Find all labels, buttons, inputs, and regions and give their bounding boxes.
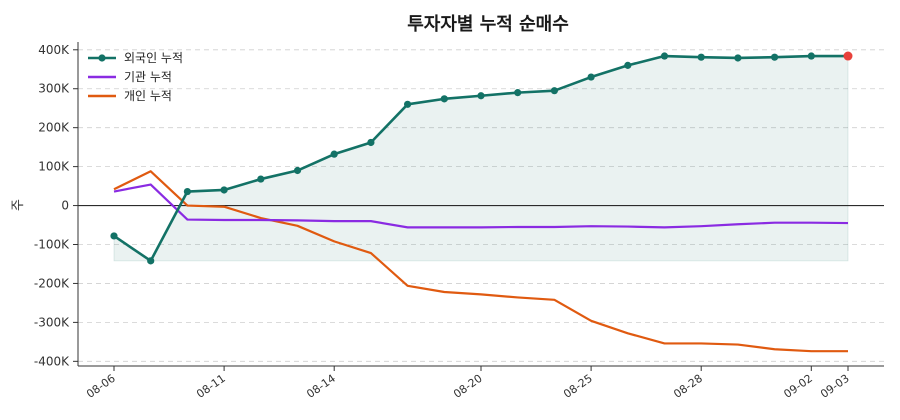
legend-label-1: 기관 누적 — [124, 70, 172, 84]
data-point — [624, 61, 632, 69]
data-point — [660, 52, 669, 60]
data-point — [110, 232, 118, 240]
data-point — [404, 100, 412, 108]
foreign-area-fill — [113, 55, 849, 262]
y-tick-label: 100K — [38, 160, 70, 174]
data-point — [514, 89, 522, 97]
data-point — [587, 73, 595, 81]
data-point — [440, 95, 448, 103]
chart-title: 투자자별 누적 순매수 — [407, 14, 569, 35]
series-line-2 — [113, 170, 848, 353]
y-tick-label: -300K — [34, 315, 70, 329]
y-tick-label: -400K — [34, 354, 70, 368]
y-tick-label: 200K — [38, 121, 70, 135]
data-point — [807, 52, 815, 60]
data-point — [220, 186, 228, 194]
data-point — [771, 53, 779, 61]
data-point — [293, 166, 302, 175]
data-point — [734, 54, 742, 62]
series-markers — [110, 51, 853, 265]
data-point — [330, 150, 338, 158]
data-point — [477, 92, 485, 100]
x-tick-label: 08-11 — [194, 372, 228, 401]
data-point — [183, 187, 191, 196]
x-tick-label: 08-28 — [671, 372, 705, 401]
x-tick-label: 08-06 — [84, 372, 118, 401]
x-tick-label: 08-20 — [451, 372, 485, 401]
x-tick-label: 09-03 — [818, 372, 852, 401]
data-point — [147, 257, 155, 265]
legend-label-2: 개인 누적 — [124, 89, 172, 103]
x-tick-label: 09-02 — [781, 372, 815, 401]
data-point — [257, 175, 265, 183]
last-point-marker — [843, 51, 853, 61]
legend-label-0: 외국인 누적 — [124, 51, 183, 65]
area-fill — [113, 55, 849, 262]
x-tick-labels: 08-06 08-11 08-14 08-20 08-25 08-28 09-02 09-03 — [84, 366, 852, 401]
x-tick-label: 08-14 — [304, 372, 338, 401]
y-tick-label: 0 — [61, 199, 69, 213]
data-point — [367, 138, 375, 147]
data-point — [550, 87, 559, 95]
x-tick-label: 08-25 — [561, 372, 595, 401]
y-tick-label: -100K — [34, 238, 70, 252]
y-tick-label: -200K — [34, 276, 70, 290]
y-tick-labels: 400K 300K 200K 100K 0 -100K -200K -300K -400K — [34, 43, 78, 368]
series-line-1 — [113, 183, 849, 229]
y-tick-label: 300K — [38, 82, 70, 96]
y-tick-label: 400K — [38, 43, 70, 57]
legend-marker-0 — [98, 54, 106, 62]
y-axis-label: 주 — [11, 199, 26, 211]
data-point — [697, 53, 705, 61]
